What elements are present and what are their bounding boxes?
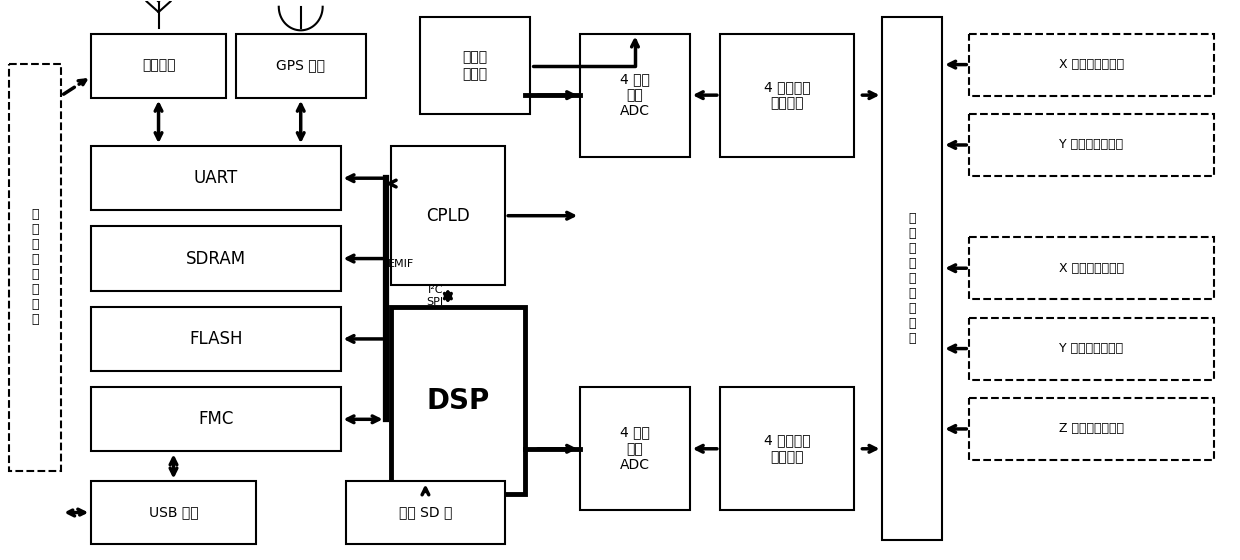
Bar [719, 34, 854, 157]
Text: I²C
SPI: I²C SPI [425, 285, 443, 307]
Text: UART: UART [193, 169, 238, 187]
Bar [970, 34, 1214, 96]
Bar [970, 318, 1214, 380]
Bar [92, 34, 226, 98]
Text: Y 方向电场传感器: Y 方向电场传感器 [1059, 138, 1123, 152]
Text: FLASH: FLASH [190, 330, 243, 348]
Bar [92, 307, 341, 371]
Bar [970, 237, 1214, 299]
Text: SDRAM: SDRAM [186, 250, 246, 268]
Bar [970, 114, 1214, 176]
Bar [883, 17, 942, 540]
Bar [719, 387, 854, 510]
Text: 4 通道
高速
ADC: 4 通道 高速 ADC [620, 426, 650, 472]
Text: GPS 模块: GPS 模块 [277, 59, 325, 73]
Text: DSP: DSP [427, 386, 490, 414]
Text: 内置 SD 卡: 内置 SD 卡 [399, 506, 453, 520]
Text: 4 通道高频
信号调理: 4 通道高频 信号调理 [764, 433, 811, 464]
Bar [92, 482, 255, 544]
Bar [391, 307, 526, 494]
Bar [391, 146, 505, 286]
Text: Y 方向磁场传感器: Y 方向磁场传感器 [1059, 342, 1123, 355]
Bar [92, 146, 341, 211]
Bar [346, 482, 505, 544]
Bar [970, 398, 1214, 460]
Text: 四
通
道
输
入
保
护
电
路: 四 通 道 输 入 保 护 电 路 [909, 212, 916, 346]
Text: 4 通道低频
信号调理: 4 通道低频 信号调理 [764, 80, 811, 110]
Text: CPLD: CPLD [427, 207, 470, 225]
Text: 电源变
换电路: 电源变 换电路 [463, 50, 487, 81]
Text: X 方向磁场传感器: X 方向磁场传感器 [1059, 262, 1123, 275]
Text: FMC: FMC [198, 410, 233, 428]
Bar [580, 34, 689, 157]
Text: 4 通道
低速
ADC: 4 通道 低速 ADC [620, 72, 650, 118]
Text: 无线模块: 无线模块 [141, 59, 175, 73]
Text: Z 方向磁场传感器: Z 方向磁场传感器 [1059, 422, 1123, 436]
Bar [580, 387, 689, 510]
Bar [92, 387, 341, 451]
Text: EMIF: EMIF [388, 259, 414, 269]
Text: USB 接口: USB 接口 [149, 506, 198, 520]
Text: X 方向电场传感器: X 方向电场传感器 [1059, 58, 1123, 71]
Bar [236, 34, 366, 98]
Bar [10, 63, 61, 471]
Bar [420, 17, 531, 114]
Bar [92, 226, 341, 291]
Text: 笔
记
本
或
平
板
电
脑: 笔 记 本 或 平 板 电 脑 [31, 208, 40, 326]
